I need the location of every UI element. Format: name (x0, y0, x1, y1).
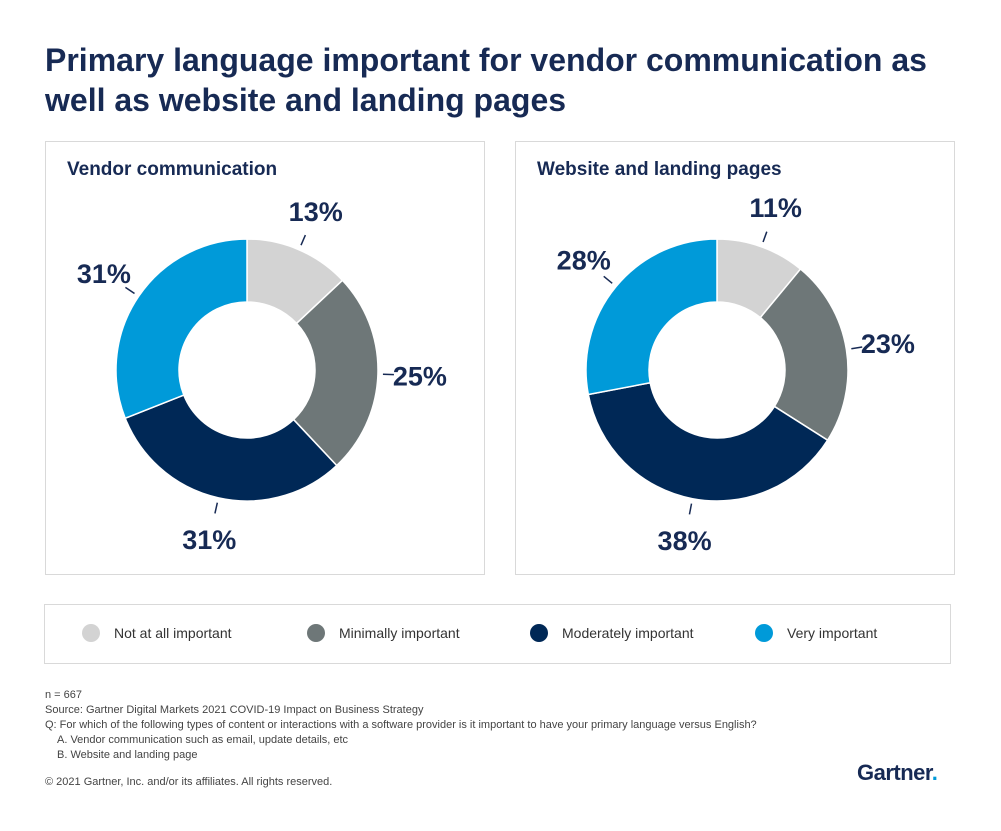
footnotes: n = 667 Source: Gartner Digital Markets … (45, 688, 757, 763)
data-label: 38% (658, 526, 712, 556)
legend-swatch (82, 624, 100, 642)
leader-line (762, 231, 768, 243)
donut-slice (587, 381, 829, 502)
donut-slice (115, 238, 248, 420)
panel-title: Website and landing pages (537, 159, 782, 180)
legend-label: Minimally important (339, 625, 460, 641)
panel-website-landing: Website and landing pages 11% 23% 38% 28% (515, 141, 955, 575)
data-label: 28% (557, 246, 611, 276)
legend-swatch (530, 624, 548, 642)
legend-item: Moderately important (530, 624, 694, 642)
legend-swatch (755, 624, 773, 642)
legend-label: Very important (787, 625, 878, 641)
copyright: © 2021 Gartner, Inc. and/or its affiliat… (45, 776, 333, 788)
chart-title: Primary language important for vendor co… (45, 42, 927, 118)
legend: Not at all important Minimally important… (44, 604, 951, 664)
option-a: A. Vendor communication such as email, u… (57, 734, 349, 746)
legend-item: Very important (755, 624, 877, 642)
donut-slice (585, 238, 718, 396)
leader-line (214, 502, 219, 514)
donut-slice (292, 279, 379, 467)
panel-vendor-communication: Vendor communication 13% 25% 31% 31% (45, 141, 485, 575)
sample-size: n = 667 (45, 689, 83, 701)
data-label: 13% (289, 197, 343, 227)
donut-slice (759, 268, 849, 442)
legend-swatch (307, 624, 325, 642)
gartner-logo: Gartner. (857, 760, 938, 785)
donut-chart-vendor: 13% 25% 31% 31% (77, 197, 447, 555)
donut-slice (124, 394, 338, 502)
option-b: B. Website and landing page (57, 749, 198, 761)
data-label: 11% (749, 193, 802, 223)
legend-item: Minimally important (307, 624, 460, 642)
data-label: 23% (861, 329, 915, 359)
data-label: 31% (182, 525, 236, 555)
leader-line (851, 346, 863, 350)
legend-label: Moderately important (562, 625, 694, 641)
panel-title: Vendor communication (67, 159, 278, 180)
legend-label: Not at all important (114, 625, 232, 641)
leader-line (300, 234, 307, 246)
legend-item: Not at all important (82, 624, 232, 642)
leader-line (688, 503, 693, 515)
leader-line (124, 286, 135, 295)
donut-chart-website: 11% 23% 38% 28% (557, 193, 915, 556)
source: Source: Gartner Digital Markets 2021 COV… (45, 704, 424, 716)
data-label: 31% (77, 259, 131, 289)
data-label: 25% (393, 361, 447, 391)
question: Q: For which of the following types of c… (45, 719, 757, 731)
leader-line (603, 275, 613, 284)
